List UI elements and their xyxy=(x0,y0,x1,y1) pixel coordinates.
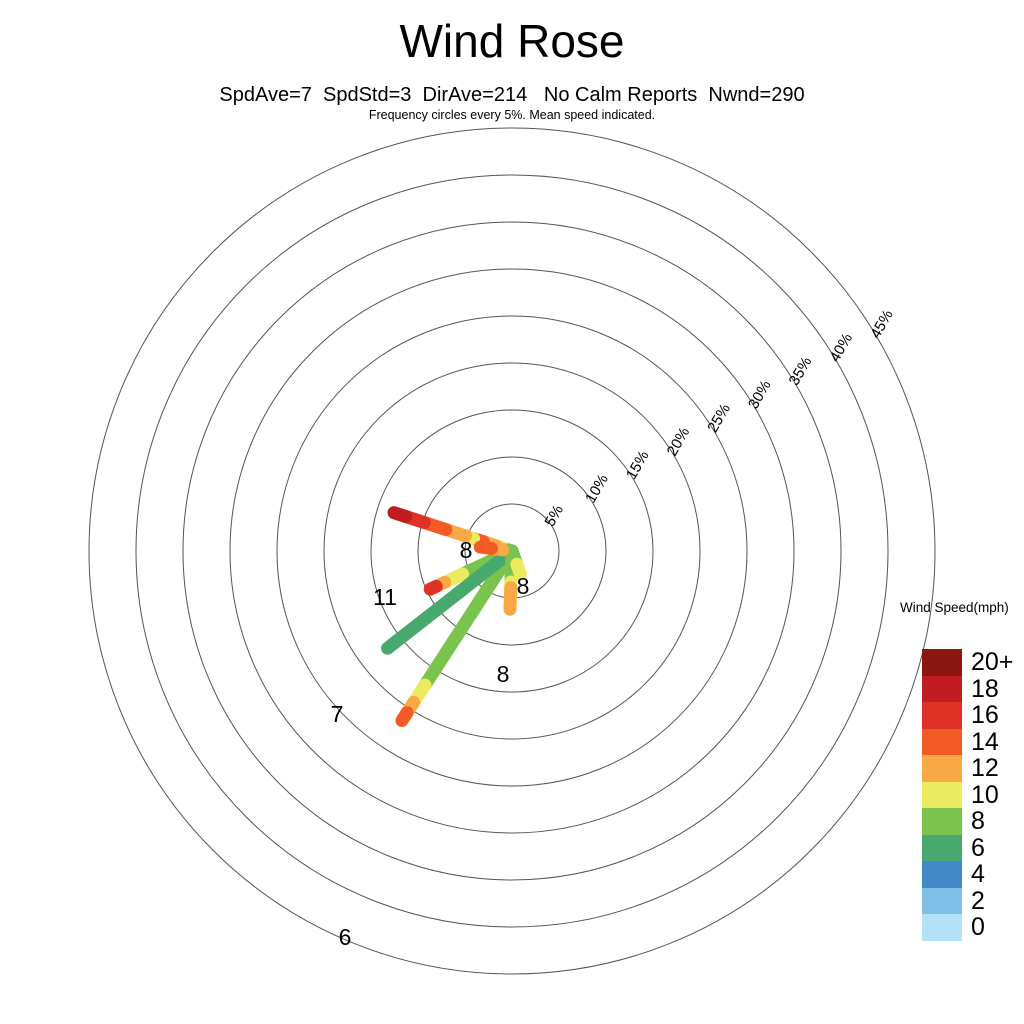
legend-row[interactable]: 0 xyxy=(922,914,1013,941)
legend-color-swatch xyxy=(922,755,962,782)
legend-color-swatch xyxy=(922,887,962,914)
legend-color-swatch xyxy=(922,702,962,729)
petal-segment xyxy=(418,560,509,692)
frequency-ring xyxy=(182,221,842,881)
legend-row[interactable]: 6 xyxy=(922,833,1013,862)
chart-note: Frequency circles every 5%. Mean speed i… xyxy=(368,108,656,122)
legend-title: Wind Speed(mph) xyxy=(900,600,1009,615)
petal-w xyxy=(473,540,519,558)
frequency-ring xyxy=(323,362,701,740)
petal-segment xyxy=(510,557,527,581)
petal-segment xyxy=(387,506,413,523)
petal-mean-speed-label: 8 xyxy=(497,661,510,687)
legend-row[interactable]: 12 xyxy=(922,755,1013,782)
ring-label: 10% xyxy=(582,471,612,506)
legend-color-swatch xyxy=(922,914,962,941)
legend-row[interactable]: 10 xyxy=(922,780,1013,809)
frequency-ring xyxy=(370,409,654,693)
page-title: Wind Rose xyxy=(399,15,625,67)
stats-line-text: SpdAve=7 SpdStd=3 DirAve=214 No Calm Rep… xyxy=(219,84,805,106)
petal-mean-speed-label: 8 xyxy=(517,573,530,599)
legend-row[interactable]: 16 xyxy=(922,702,1013,729)
legend-row[interactable]: 2 xyxy=(922,886,1013,915)
ring-label: 45% xyxy=(867,307,897,342)
legend-color-swatch xyxy=(922,649,962,676)
legend-label: 16 xyxy=(971,701,999,729)
petal-mean-speed-labels: 11 7 6 8 8 8 xyxy=(331,537,530,950)
frequency-ring xyxy=(88,127,936,975)
legend-color-swatch xyxy=(922,728,962,755)
legend-label: 10 xyxy=(971,780,999,809)
petal-sw xyxy=(381,544,519,655)
petal-mean-speed-label: 7 xyxy=(331,701,344,727)
ring-label: 5% xyxy=(541,502,567,529)
petal-mean-speed-label: 8 xyxy=(460,537,473,563)
legend-color-swatch xyxy=(922,834,962,861)
petal-segment xyxy=(473,540,498,555)
petal-mean-speed-label: 6 xyxy=(339,924,352,950)
legend-color-swatch xyxy=(922,781,962,808)
legend-row[interactable]: 14 xyxy=(922,727,1013,756)
ring-label: 40% xyxy=(826,330,856,365)
frequency-ring xyxy=(135,174,889,928)
legend-label: 8 xyxy=(971,807,985,835)
petal-segment xyxy=(381,544,519,655)
legend-row[interactable]: 4 xyxy=(922,861,1013,888)
ring-percent-labels: 5% 10% 15% 20% 25% 30% 35% 40% 45% xyxy=(541,307,896,530)
ring-label: 20% xyxy=(664,424,694,459)
legend-row[interactable]: 20+ xyxy=(922,649,1013,676)
frequency-ring xyxy=(276,315,748,787)
legend-row[interactable]: 18 xyxy=(922,674,1013,703)
wind-petals xyxy=(381,506,527,727)
wind-speed-legend: 20+ 18 16 14 12 10 8 6 4 2 0 xyxy=(922,649,1013,941)
stats-line: SpdAve=7 SpdStd=3 DirAve=214 No Calm Rep… xyxy=(0,84,1024,107)
ring-label: 35% xyxy=(786,354,816,389)
legend-color-swatch xyxy=(922,861,962,888)
legend-label: 2 xyxy=(971,886,985,915)
legend-label: 12 xyxy=(971,754,999,782)
ring-label: 15% xyxy=(623,448,653,483)
ring-label: 25% xyxy=(704,401,734,436)
legend-color-swatch xyxy=(922,675,962,702)
frequency-ring xyxy=(417,456,607,646)
petal-mean-speed-label: 11 xyxy=(373,584,397,610)
legend-label: 4 xyxy=(971,860,985,888)
petal-segment xyxy=(423,579,443,596)
legend-label: 6 xyxy=(971,833,985,862)
legend-label: 18 xyxy=(971,674,999,703)
legend-row[interactable]: 8 xyxy=(922,808,1013,835)
legend-label: 20+ xyxy=(971,648,1014,676)
legend-label: 0 xyxy=(971,913,985,941)
petal-segment xyxy=(395,706,414,727)
legend-color-swatch xyxy=(922,808,962,835)
frequency-ring xyxy=(229,268,795,834)
petal-segment xyxy=(503,581,518,616)
ring-label: 30% xyxy=(745,377,775,412)
legend-label: 14 xyxy=(971,727,999,756)
